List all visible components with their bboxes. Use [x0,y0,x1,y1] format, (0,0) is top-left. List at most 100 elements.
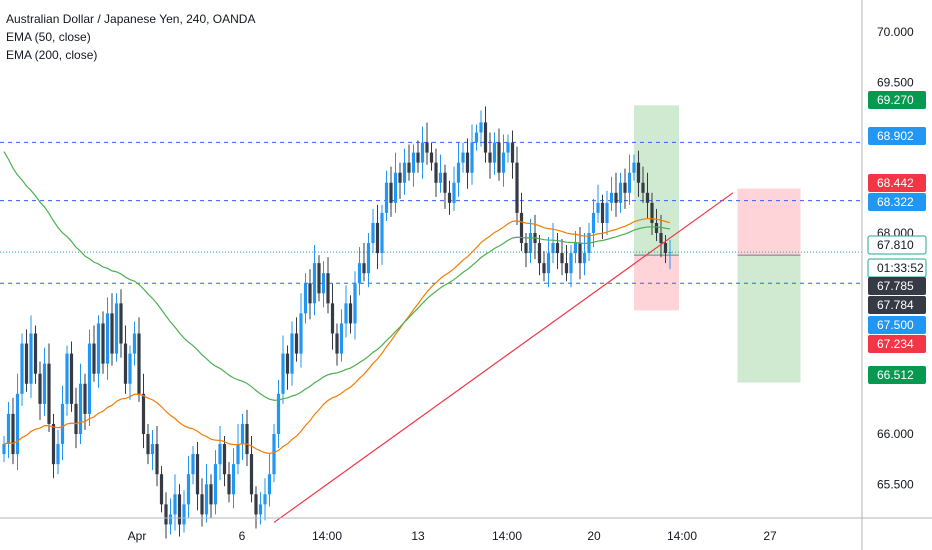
candle-body[interactable] [60,403,65,445]
candle-body[interactable] [474,132,479,143]
candle-body[interactable] [569,253,573,274]
ema50-line[interactable] [3,217,671,455]
candle-body[interactable] [353,283,357,324]
candle-body[interactable] [380,212,384,254]
candle-body[interactable] [438,172,443,183]
candle-body[interactable] [132,333,137,354]
candle-body[interactable] [546,253,551,274]
candle-body[interactable] [159,474,164,505]
price-label-box[interactable] [867,235,927,255]
candle-body[interactable] [204,484,209,515]
candle-body[interactable] [326,273,330,304]
candle-body[interactable] [497,142,501,173]
candle-body[interactable] [366,243,371,274]
candle-body[interactable] [227,474,231,495]
candle-body[interactable] [222,444,227,475]
candle-body[interactable] [515,162,519,213]
candle-body[interactable] [452,182,456,203]
candle-body[interactable] [551,243,555,254]
candle-body[interactable] [330,303,335,334]
candle-body[interactable] [110,313,114,354]
candle-body[interactable] [335,333,339,354]
candle-body[interactable] [416,152,420,163]
candle-body[interactable] [96,323,101,374]
candle-body[interactable] [506,142,510,153]
candle-body[interactable] [389,182,393,203]
price-label-box[interactable] [868,127,926,145]
candle-body[interactable] [272,434,276,475]
candle-body[interactable] [6,413,11,445]
candle-body[interactable] [636,162,641,183]
candle-body[interactable] [609,192,614,203]
candle-body[interactable] [245,423,249,455]
candle-body[interactable] [263,494,267,505]
candle-body[interactable] [92,343,96,374]
candle-body[interactable] [393,172,398,203]
candle-body[interactable] [56,444,60,465]
price-label-box[interactable] [868,316,926,334]
candle-body[interactable] [654,222,659,233]
candle-body[interactable] [510,142,515,163]
price-label-box[interactable] [868,366,926,384]
candle-body[interactable] [375,222,380,254]
candle-body[interactable] [371,222,375,244]
price-label-box[interactable] [868,193,926,211]
candle-body[interactable] [173,494,177,515]
candle-body[interactable] [2,444,6,455]
candle-body[interactable] [596,202,600,213]
candle-body[interactable] [213,464,218,505]
candle-body[interactable] [191,454,195,475]
candle-body[interactable] [465,152,470,173]
candle-body[interactable] [384,182,389,213]
candle-body[interactable] [141,393,146,434]
candle-body[interactable] [33,333,38,374]
candle-body[interactable] [443,172,447,193]
candle-body[interactable] [573,243,578,254]
legend-symbol[interactable]: Australian Dollar / Japanese Yen, 240, O… [6,12,256,26]
price-label-box[interactable] [868,277,926,295]
ema200-line[interactable] [3,151,671,401]
legend-ema200[interactable]: EMA (200, close) [6,48,98,62]
candle-body[interactable] [618,182,623,203]
candle-body[interactable] [236,444,240,465]
candle-body[interactable] [321,273,326,294]
candle-body[interactable] [461,152,465,163]
candle-body[interactable] [114,303,119,354]
price-label-box[interactable] [868,174,926,192]
candle-body[interactable] [20,343,24,394]
candle-body[interactable] [470,142,474,173]
candle-body[interactable] [155,444,159,475]
legend-ema50[interactable]: EMA (50, close) [6,30,91,44]
candle-body[interactable] [650,202,654,223]
candle-body[interactable] [150,444,155,455]
candle-body[interactable] [11,413,15,455]
candle-body[interactable] [65,353,69,404]
candle-body[interactable] [483,122,488,153]
candle-body[interactable] [137,333,141,394]
candle-body[interactable] [281,353,285,394]
candle-body[interactable] [344,303,348,324]
candle-body[interactable] [488,152,492,163]
loss-zone[interactable] [737,188,801,256]
candle-body[interactable] [537,243,542,264]
candle-body[interactable] [623,182,627,193]
candle-body[interactable] [29,333,33,384]
candle-body[interactable] [524,243,528,254]
candle-body[interactable] [38,373,42,404]
candle-body[interactable] [600,202,605,223]
candle-body[interactable] [128,353,132,384]
candle-body[interactable] [501,152,506,173]
candle-body[interactable] [434,162,438,183]
candle-body[interactable] [411,152,416,173]
candle-body[interactable] [74,403,78,434]
candle-body[interactable] [195,454,200,495]
candle-body[interactable] [564,263,569,274]
candle-body[interactable] [429,152,434,163]
candle-body[interactable] [542,263,546,274]
candle-body[interactable] [555,243,560,254]
candle-body[interactable] [69,353,74,404]
price-label-box[interactable] [868,335,926,353]
candle-body[interactable] [447,192,452,203]
candle-body[interactable] [182,504,186,525]
